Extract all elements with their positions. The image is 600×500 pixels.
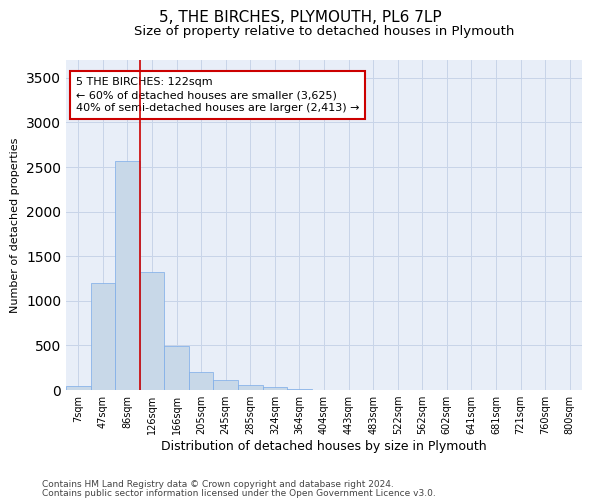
Bar — [66, 386, 91, 390]
Bar — [214, 380, 238, 390]
Bar — [91, 283, 115, 390]
Text: 5, THE BIRCHES, PLYMOUTH, PL6 7LP: 5, THE BIRCHES, PLYMOUTH, PL6 7LP — [158, 10, 442, 25]
Bar — [263, 387, 287, 390]
Bar — [140, 272, 164, 390]
Bar — [189, 372, 214, 390]
Bar — [287, 389, 312, 390]
Text: 5 THE BIRCHES: 122sqm
← 60% of detached houses are smaller (3,625)
40% of semi-d: 5 THE BIRCHES: 122sqm ← 60% of detached … — [76, 77, 359, 114]
Y-axis label: Number of detached properties: Number of detached properties — [10, 138, 20, 312]
Text: Contains public sector information licensed under the Open Government Licence v3: Contains public sector information licen… — [42, 488, 436, 498]
Title: Size of property relative to detached houses in Plymouth: Size of property relative to detached ho… — [134, 25, 514, 38]
Text: Contains HM Land Registry data © Crown copyright and database right 2024.: Contains HM Land Registry data © Crown c… — [42, 480, 394, 489]
Bar — [238, 385, 263, 390]
Bar — [164, 346, 189, 390]
X-axis label: Distribution of detached houses by size in Plymouth: Distribution of detached houses by size … — [161, 440, 487, 453]
Bar — [115, 161, 140, 390]
